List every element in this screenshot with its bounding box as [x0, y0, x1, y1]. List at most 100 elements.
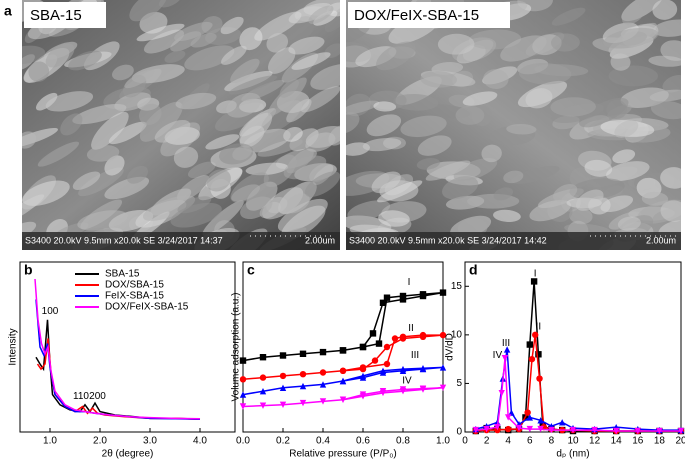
x-axis-label: Relative pressure (P/P₀) — [289, 449, 397, 460]
sem-particle — [608, 65, 659, 87]
annotation: I — [534, 268, 537, 279]
sem-particle — [525, 88, 553, 109]
sem-particle — [376, 41, 416, 71]
sem-particle — [243, 128, 291, 153]
sem-particle — [126, 165, 148, 184]
sem-particle — [346, 142, 370, 156]
sem-particle — [268, 47, 296, 74]
sem-particle — [288, 36, 325, 55]
series-line — [36, 338, 201, 421]
marker — [439, 331, 447, 339]
sem-particle — [37, 141, 80, 167]
marker — [613, 427, 620, 435]
sem-particle — [190, 33, 217, 48]
sem-particle — [277, 198, 328, 232]
sem-particle — [500, 35, 547, 62]
sem-particle — [68, 50, 102, 71]
y-axis-label: Volume adsorption (a.u.) — [231, 293, 242, 402]
marker — [239, 376, 247, 383]
sem-particle — [305, 132, 336, 152]
y-tick-label: 5 — [456, 378, 462, 389]
marker — [359, 343, 367, 351]
series-line — [35, 319, 201, 420]
sem-particle — [660, 200, 681, 222]
sem-particle — [653, 19, 681, 37]
marker — [508, 409, 515, 416]
sem-particle — [230, 58, 260, 84]
sem-particle — [600, 195, 634, 212]
image-title: SBA-15 — [30, 7, 82, 24]
x-tick-label: 8 — [549, 436, 555, 447]
sem-particle — [584, 159, 613, 177]
sem-particle — [22, 194, 45, 224]
marker — [399, 292, 407, 300]
x-tick-label: 0.8 — [396, 436, 410, 447]
sem-particle — [610, 53, 631, 71]
marker — [419, 291, 427, 298]
marker — [239, 391, 247, 398]
sem-particle — [483, 69, 509, 89]
image-scale: 2.00um — [305, 235, 335, 245]
sem-particle — [569, 207, 593, 225]
x-tick-label: 0.0 — [236, 436, 250, 447]
marker — [537, 425, 544, 433]
y-tick-label: 10 — [451, 329, 463, 340]
marker — [439, 384, 447, 391]
annotation: III — [411, 350, 419, 361]
marker — [535, 351, 542, 358]
x-tick-label: 3.0 — [143, 436, 157, 447]
marker — [279, 384, 287, 391]
marker — [239, 357, 247, 364]
marker — [299, 399, 307, 407]
marker — [515, 424, 523, 432]
marker — [419, 331, 427, 339]
sem-particle — [170, 202, 222, 228]
marker — [339, 367, 347, 374]
sem-particle — [129, 0, 168, 22]
y-axis-label: dV/dD — [445, 333, 456, 361]
annotation: II — [536, 322, 542, 333]
x-axis-label: 2θ (degree) — [102, 449, 154, 460]
sem-particle — [393, 93, 439, 111]
sem-particle — [660, 40, 681, 61]
sem-particle — [279, 78, 299, 98]
marker — [503, 346, 511, 353]
x-axis-label: dₚ (nm) — [556, 449, 589, 460]
sem-particle — [493, 209, 521, 222]
annotation: 110 — [73, 391, 89, 402]
plot-frame — [19, 261, 236, 433]
marker — [339, 347, 347, 354]
sem-particle — [220, 16, 244, 35]
sem-particle — [136, 23, 185, 42]
sem-particle — [425, 160, 471, 181]
marker — [259, 388, 267, 395]
marker — [279, 401, 287, 408]
sem-particle — [164, 50, 186, 63]
annotation: II — [408, 323, 414, 334]
sem-particle — [420, 71, 458, 88]
panel-label: d — [469, 262, 478, 278]
x-tick-label: 10 — [567, 436, 579, 447]
sem-particle — [622, 7, 644, 25]
marker — [505, 414, 512, 421]
marker — [259, 354, 267, 361]
sem-image: DOX/FeIX-SBA-15 S3400 20.0kV 9.5mm x20.0… — [346, 0, 681, 250]
sem-particle — [86, 145, 120, 162]
sem-particle — [22, 221, 37, 239]
marker — [634, 427, 641, 435]
sem-particle — [176, 175, 210, 201]
sem-particle — [362, 137, 402, 152]
sem-particle — [91, 111, 129, 150]
sem-particle — [72, 171, 101, 190]
sem-particle — [417, 135, 452, 156]
x-tick-label: 1.0 — [436, 436, 450, 447]
sem-particle — [503, 170, 524, 184]
marker — [524, 409, 531, 416]
sem-particle — [60, 113, 83, 136]
sem-particle — [284, 193, 310, 214]
sem-particle — [569, 178, 625, 200]
marker — [483, 425, 490, 433]
y-tick-label: 15 — [451, 281, 463, 292]
sem-particle — [304, 171, 340, 197]
marker — [505, 425, 512, 433]
